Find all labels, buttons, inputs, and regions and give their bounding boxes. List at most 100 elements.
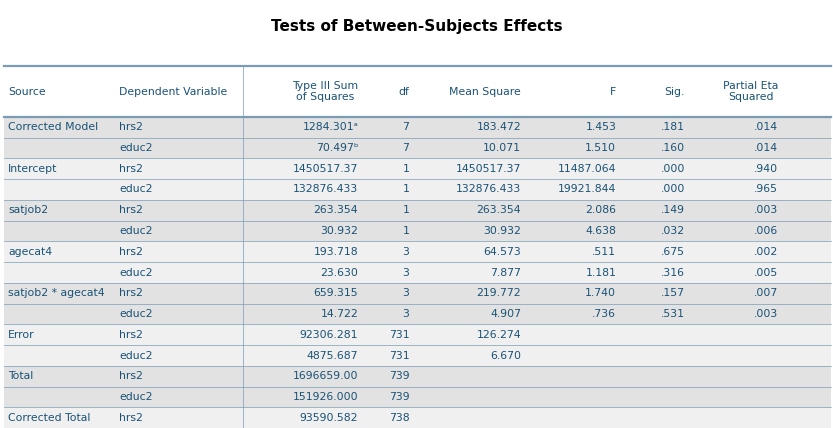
Text: agecat4: agecat4 <box>8 247 52 257</box>
Text: 2.086: 2.086 <box>586 205 616 215</box>
Text: 132876.433: 132876.433 <box>293 184 358 194</box>
Text: 183.472: 183.472 <box>476 122 521 132</box>
Text: educ2: educ2 <box>119 351 152 360</box>
Text: .032: .032 <box>661 226 685 236</box>
Text: 263.354: 263.354 <box>476 205 521 215</box>
Text: Type III Sum
of Squares: Type III Sum of Squares <box>292 81 358 102</box>
Text: 1: 1 <box>402 164 410 174</box>
Text: 1284.301ᵃ: 1284.301ᵃ <box>302 122 358 132</box>
Text: Intercept: Intercept <box>8 164 57 174</box>
Text: 70.497ᵇ: 70.497ᵇ <box>316 143 358 153</box>
Text: 151926.000: 151926.000 <box>292 392 358 402</box>
Text: hrs2: hrs2 <box>119 288 143 298</box>
Text: .000: .000 <box>661 164 685 174</box>
Text: 30.932: 30.932 <box>483 226 521 236</box>
Text: Sig.: Sig. <box>665 86 685 97</box>
Text: educ2: educ2 <box>119 268 152 277</box>
Text: Error: Error <box>8 330 35 340</box>
Text: 193.718: 193.718 <box>313 247 358 257</box>
Text: .002: .002 <box>754 247 778 257</box>
Text: 4875.687: 4875.687 <box>307 351 358 360</box>
Text: Corrected Model: Corrected Model <box>8 122 98 132</box>
Text: .005: .005 <box>754 268 778 277</box>
Text: .007: .007 <box>754 288 778 298</box>
Text: 92306.281: 92306.281 <box>300 330 358 340</box>
Text: .006: .006 <box>754 226 778 236</box>
Text: 7: 7 <box>402 143 410 153</box>
Text: .675: .675 <box>661 247 685 257</box>
Text: 1.181: 1.181 <box>586 268 616 277</box>
Text: df: df <box>398 86 410 97</box>
Text: .157: .157 <box>661 288 685 298</box>
Text: hrs2: hrs2 <box>119 164 143 174</box>
Text: educ2: educ2 <box>119 309 152 319</box>
Text: .531: .531 <box>661 309 685 319</box>
Text: .736: .736 <box>592 309 616 319</box>
Text: 3: 3 <box>402 288 410 298</box>
Text: 263.354: 263.354 <box>313 205 358 215</box>
Text: .003: .003 <box>754 205 778 215</box>
Text: 4.638: 4.638 <box>586 226 616 236</box>
Text: 1.453: 1.453 <box>586 122 616 132</box>
Text: Source: Source <box>8 86 46 97</box>
Text: 738: 738 <box>389 413 410 423</box>
Text: 739: 739 <box>389 372 410 381</box>
Text: educ2: educ2 <box>119 226 152 236</box>
Text: 1.510: 1.510 <box>586 143 616 153</box>
Text: 1696659.00: 1696659.00 <box>292 372 358 381</box>
Text: 219.772: 219.772 <box>476 288 521 298</box>
Text: satjob2: satjob2 <box>8 205 48 215</box>
Text: satjob2 * agecat4: satjob2 * agecat4 <box>8 288 105 298</box>
Text: 731: 731 <box>389 351 410 360</box>
Text: Tests of Between-Subjects Effects: Tests of Between-Subjects Effects <box>271 19 562 34</box>
Text: hrs2: hrs2 <box>119 247 143 257</box>
Text: 1: 1 <box>402 226 410 236</box>
Text: 1: 1 <box>402 205 410 215</box>
Text: 1450517.37: 1450517.37 <box>456 164 521 174</box>
Text: Corrected Total: Corrected Total <box>8 413 91 423</box>
Text: .160: .160 <box>661 143 685 153</box>
Text: hrs2: hrs2 <box>119 413 143 423</box>
Text: 1450517.37: 1450517.37 <box>292 164 358 174</box>
Text: educ2: educ2 <box>119 184 152 194</box>
Text: 19921.844: 19921.844 <box>558 184 616 194</box>
Text: 64.573: 64.573 <box>483 247 521 257</box>
Text: 739: 739 <box>389 392 410 402</box>
Text: 1: 1 <box>402 184 410 194</box>
Text: hrs2: hrs2 <box>119 372 143 381</box>
Text: .014: .014 <box>754 122 778 132</box>
Text: .003: .003 <box>754 309 778 319</box>
Text: 14.722: 14.722 <box>321 309 358 319</box>
Text: 7.877: 7.877 <box>491 268 521 277</box>
Text: Total: Total <box>8 372 33 381</box>
Text: 7: 7 <box>402 122 410 132</box>
Text: hrs2: hrs2 <box>119 205 143 215</box>
Text: 6.670: 6.670 <box>490 351 521 360</box>
Text: 10.071: 10.071 <box>483 143 521 153</box>
Text: .000: .000 <box>661 184 685 194</box>
Text: hrs2: hrs2 <box>119 330 143 340</box>
Text: 4.907: 4.907 <box>490 309 521 319</box>
Text: 23.630: 23.630 <box>321 268 358 277</box>
Text: Partial Eta
Squared: Partial Eta Squared <box>723 81 778 102</box>
Text: .181: .181 <box>661 122 685 132</box>
Text: 126.274: 126.274 <box>476 330 521 340</box>
Text: 1.740: 1.740 <box>586 288 616 298</box>
Text: educ2: educ2 <box>119 392 152 402</box>
Text: Mean Square: Mean Square <box>449 86 521 97</box>
Text: educ2: educ2 <box>119 143 152 153</box>
Text: .149: .149 <box>661 205 685 215</box>
Text: .940: .940 <box>754 164 778 174</box>
Text: 3: 3 <box>402 309 410 319</box>
Text: .014: .014 <box>754 143 778 153</box>
Text: 30.932: 30.932 <box>321 226 358 236</box>
Text: 93590.582: 93590.582 <box>300 413 358 423</box>
Text: F: F <box>610 86 616 97</box>
Text: hrs2: hrs2 <box>119 122 143 132</box>
Text: .316: .316 <box>661 268 685 277</box>
Text: 3: 3 <box>402 268 410 277</box>
Text: 659.315: 659.315 <box>313 288 358 298</box>
Text: 731: 731 <box>389 330 410 340</box>
Text: 3: 3 <box>402 247 410 257</box>
Text: .511: .511 <box>592 247 616 257</box>
